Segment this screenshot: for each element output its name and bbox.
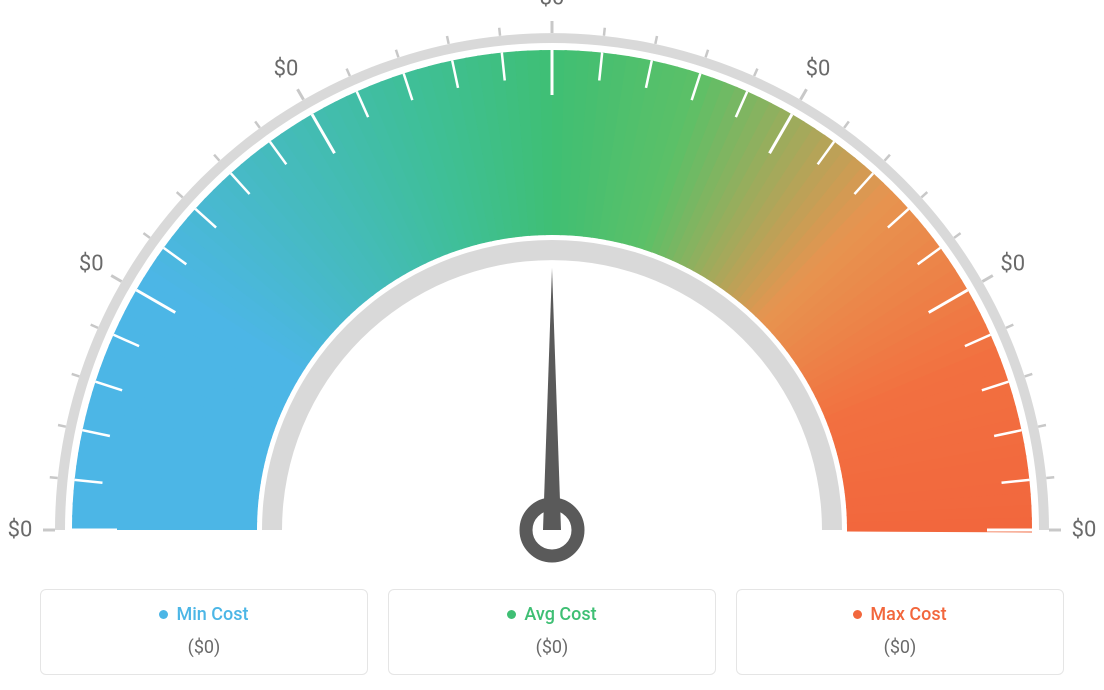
legend-title-min: Min Cost [59,604,349,625]
legend-value-avg: ($0) [407,637,697,658]
gauge-tick-label: $0 [274,57,299,82]
gauge-svg [0,0,1104,580]
gauge-tick-label: $0 [8,518,33,543]
legend-card-min: Min Cost ($0) [40,589,368,675]
dot-icon-max [853,610,862,619]
legend-label-max: Max Cost [870,604,946,625]
gauge-tick-label: $0 [806,57,831,82]
dot-icon-avg [507,610,516,619]
dot-icon-min [159,610,168,619]
legend-value-min: ($0) [59,637,349,658]
legend-row: Min Cost ($0) Avg Cost ($0) Max Cost ($0… [40,589,1064,675]
legend-label-min: Min Cost [176,604,248,625]
legend-value-max: ($0) [755,637,1045,658]
gauge-chart: $0 $0 $0 $0 $0 $0 $0 [0,0,1104,570]
gauge-tick-label: $0 [1000,252,1025,277]
gauge-tick-label: $0 [79,252,104,277]
legend-card-max: Max Cost ($0) [736,589,1064,675]
legend-card-avg: Avg Cost ($0) [388,589,716,675]
gauge-tick-label: $0 [540,0,565,11]
legend-title-max: Max Cost [755,604,1045,625]
legend-label-avg: Avg Cost [524,604,596,625]
legend-title-avg: Avg Cost [407,604,697,625]
gauge-tick-label: $0 [1072,518,1097,543]
